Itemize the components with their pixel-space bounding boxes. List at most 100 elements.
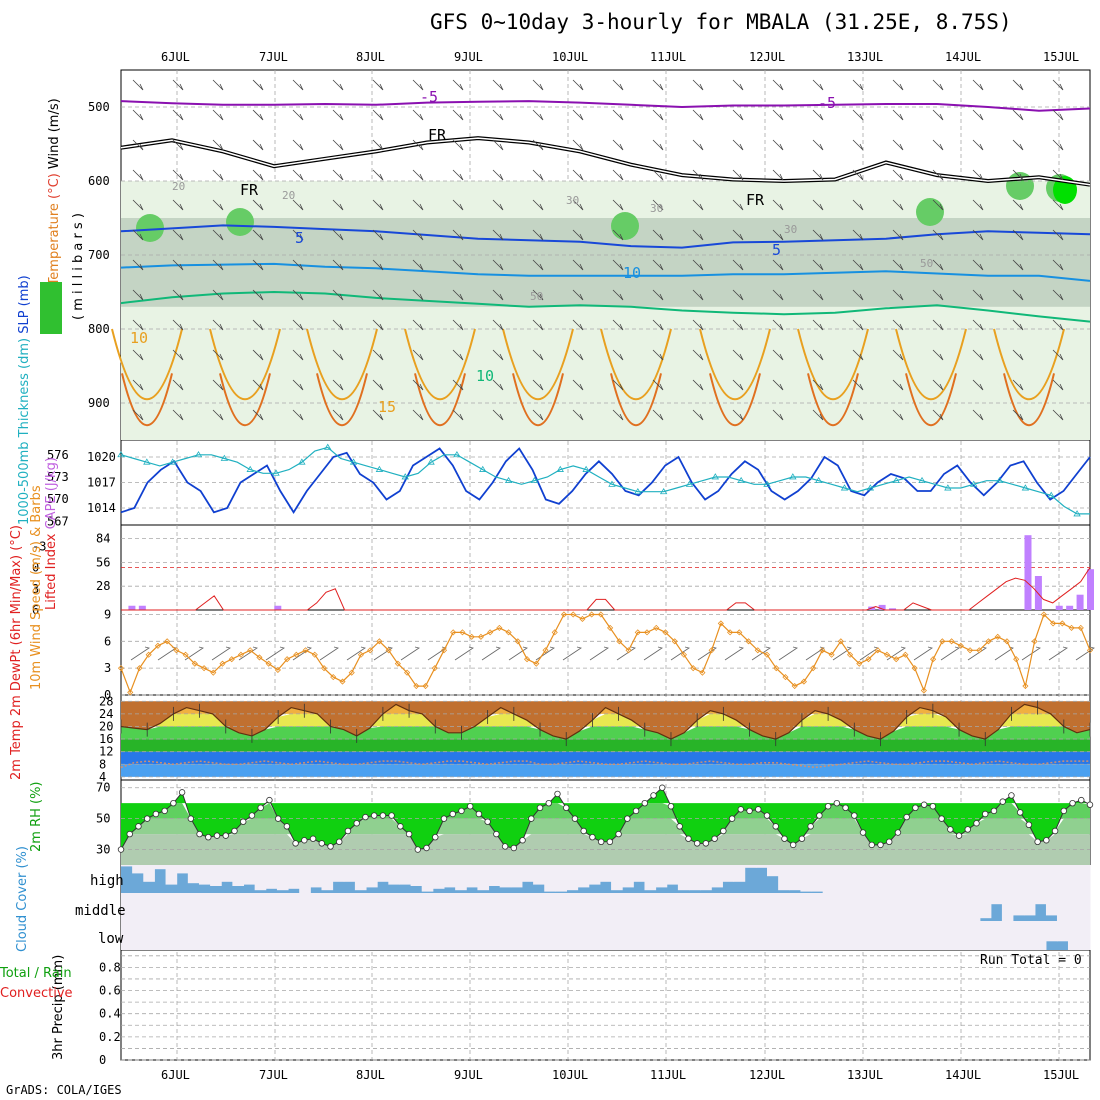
cloud-clear-low xyxy=(407,921,419,950)
cloud-clear-low xyxy=(836,921,849,950)
wind-speed-marker xyxy=(542,647,549,654)
wind-speed-marker xyxy=(468,633,475,640)
cloud-clear-low xyxy=(165,921,177,950)
thickness-marker xyxy=(375,465,384,472)
wind-barb xyxy=(492,379,504,391)
cloud-clear-high xyxy=(1012,865,1024,893)
cloud-clear-low xyxy=(473,921,485,950)
cape-bar xyxy=(1055,605,1063,610)
wind-speed-marker xyxy=(671,638,678,645)
wind-speed-marker xyxy=(690,665,697,672)
wind-speed-marker xyxy=(136,665,143,672)
cloud-clear-high xyxy=(588,865,601,885)
wind-barb xyxy=(972,289,984,301)
rh-marker xyxy=(423,844,430,852)
cloud-clear-high xyxy=(432,865,445,889)
wind-barb xyxy=(412,109,424,121)
cloud-clear-middle xyxy=(946,893,959,921)
wind-barb xyxy=(212,319,224,331)
cloud-clear-low xyxy=(880,921,893,950)
wind-speed-marker xyxy=(164,638,171,645)
wind-speed-marker xyxy=(367,647,374,654)
day-label-top: 15JUL xyxy=(1043,50,1079,64)
rh-marker xyxy=(117,846,125,853)
day-label-top: 9JUL xyxy=(454,50,483,64)
cloud-clear-low xyxy=(792,921,805,950)
cloud-clear-middle xyxy=(968,893,981,921)
wind-barb xyxy=(332,319,344,331)
rh-marker xyxy=(143,815,151,822)
wind-barb xyxy=(132,259,144,271)
cloud-clear-low xyxy=(803,921,816,950)
rh-marker xyxy=(397,823,404,830)
wind-barb xyxy=(1052,139,1064,151)
cloud-clear-middle xyxy=(616,893,629,921)
day-label-top: 7JUL xyxy=(259,50,288,64)
cloud-clear-middle xyxy=(484,893,496,921)
rh-marker xyxy=(938,815,945,822)
wind-barb xyxy=(612,259,624,271)
rh-marker xyxy=(222,832,229,839)
cloud-clear-low xyxy=(704,921,717,950)
wind-tick: 9 xyxy=(104,607,111,621)
rh-marker xyxy=(528,815,535,822)
thickness-marker xyxy=(711,473,720,480)
wind-speed-marker xyxy=(570,611,577,618)
wind-speed-marker xyxy=(551,629,558,636)
wind-barb xyxy=(372,79,384,91)
cloud-clear-high xyxy=(677,865,690,891)
wind-speed-marker xyxy=(496,624,503,631)
wind-barb xyxy=(772,259,784,271)
wind-barb xyxy=(1052,79,1064,91)
isotherm-20-loop xyxy=(699,328,771,400)
wind-barb xyxy=(412,379,424,391)
cloud-clear-high xyxy=(143,865,155,882)
wind-speed-marker xyxy=(680,651,688,658)
contour-label: 10 xyxy=(623,264,641,282)
contour-label: 20 xyxy=(282,189,295,202)
wind-speed-marker xyxy=(579,615,586,623)
wind-barb xyxy=(452,79,464,91)
rh-marker xyxy=(1069,799,1076,807)
cloud-level-label: low xyxy=(98,931,124,947)
lifted-index-line xyxy=(121,567,1091,611)
cloud-clear-middle xyxy=(297,893,309,921)
cape-tick: 84 xyxy=(96,532,110,546)
surface-wind-barb xyxy=(562,646,582,661)
rh-marker xyxy=(798,835,806,842)
cloud-clear-high xyxy=(789,865,801,891)
wind-barb xyxy=(1012,259,1024,271)
thickness-tick: 567 xyxy=(47,514,69,528)
wind-barb xyxy=(252,199,264,211)
wind-barb xyxy=(132,289,144,301)
temp-tick: 20 xyxy=(99,719,113,733)
wind-barb xyxy=(372,199,384,211)
pressure-tick-label: 600 xyxy=(88,174,110,188)
cloud-clear-middle xyxy=(1001,893,1014,921)
wind-barb xyxy=(532,349,544,361)
wind-barb xyxy=(692,319,704,331)
rh-marker xyxy=(213,832,221,839)
cloud-clear-low xyxy=(605,921,618,950)
wind-barb xyxy=(932,139,944,151)
thickness-marker xyxy=(608,480,616,487)
cloud-clear-middle xyxy=(121,893,133,921)
cloud-clear-high xyxy=(644,865,657,891)
isotherm-25-loop xyxy=(905,373,957,426)
rh-marker xyxy=(851,812,858,819)
wind-speed-marker xyxy=(200,665,208,672)
cloud-clear-middle xyxy=(1078,893,1091,921)
wind-speed-marker xyxy=(939,638,946,645)
wind-barb xyxy=(1012,109,1024,121)
wind-barb xyxy=(332,169,344,181)
wind-barb xyxy=(172,289,184,301)
rh-marker xyxy=(1086,801,1094,808)
wind-speed-marker xyxy=(533,660,540,667)
rh-marker xyxy=(789,841,797,849)
rh-line xyxy=(120,786,1091,851)
wind-barb xyxy=(692,169,704,181)
wind-barb xyxy=(812,199,824,211)
rh-marker xyxy=(231,827,238,835)
wind-barb xyxy=(292,289,304,301)
isotherm-20-loop xyxy=(797,328,869,400)
